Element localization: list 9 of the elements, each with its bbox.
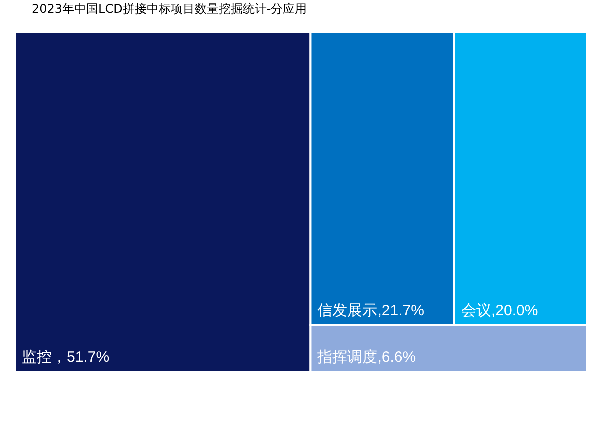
data-label: ,20.0% bbox=[491, 302, 538, 320]
category-label: 会议 bbox=[461, 302, 492, 320]
data-label: ，51.7% bbox=[52, 349, 110, 366]
data-label: ,6.6% bbox=[378, 349, 416, 366]
data-label: ,21.7% bbox=[378, 302, 424, 320]
category-label: 指挥调度 bbox=[316, 349, 378, 366]
category-label: 信发展示 bbox=[318, 302, 378, 320]
text: 2023年中国LCD拼接中标项目数量挖掘统计-分应用 bbox=[32, 2, 308, 16]
category-label: 监控 bbox=[22, 349, 52, 366]
